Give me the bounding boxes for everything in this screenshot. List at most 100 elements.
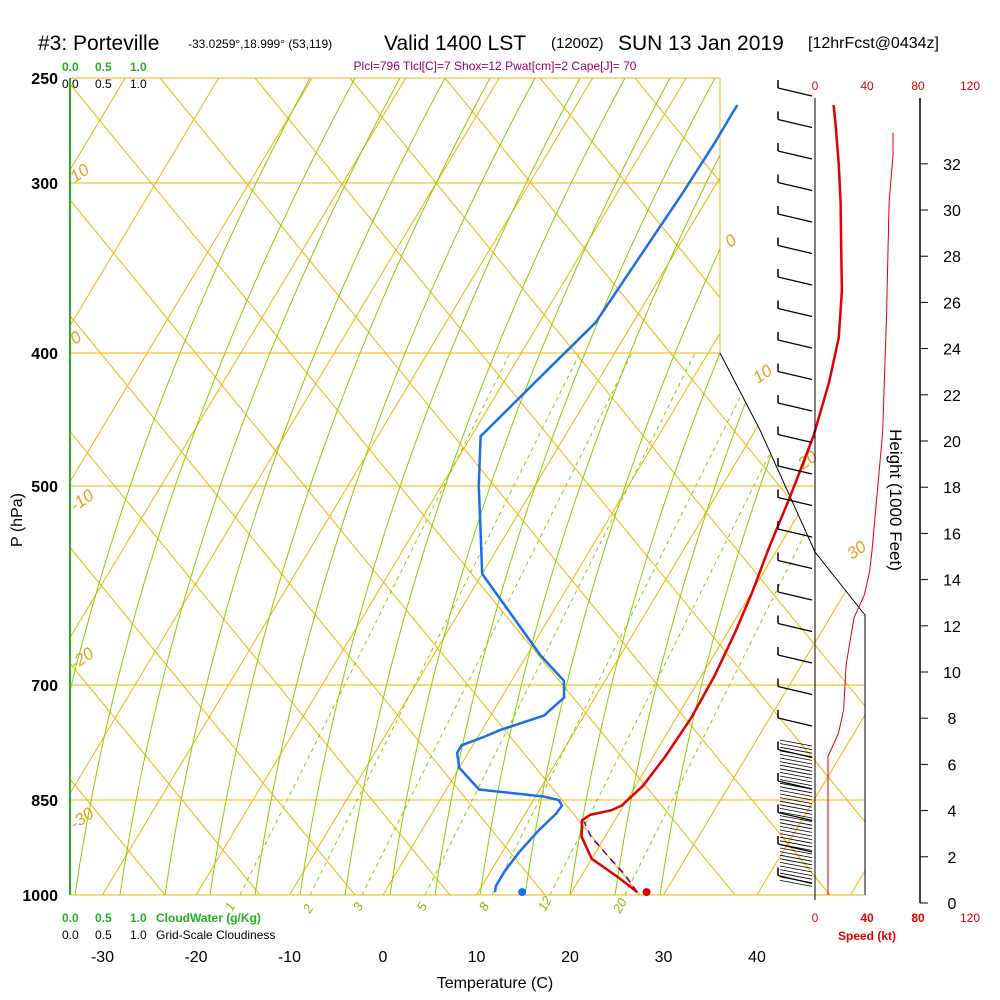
- wind-barb-low: [779, 829, 813, 837]
- wind-barb-low: [779, 754, 813, 761]
- bottom-cloudwater-tick-1: 0.5: [95, 911, 112, 925]
- height-tick-label: 22: [943, 388, 961, 405]
- wind-barb-low: [779, 746, 813, 754]
- speed-tick-top: 80: [911, 79, 925, 93]
- mixing-ratio-line: [624, 352, 865, 895]
- wind-barb-low: [779, 854, 813, 862]
- wind-barb-low: [779, 800, 813, 808]
- title-valid: Valid 1400 LST: [384, 32, 526, 55]
- wind-barb-low: [779, 804, 813, 812]
- wind-barb-low: [779, 764, 813, 772]
- mixing-ratio-line: [491, 352, 763, 895]
- bottom-cloudiness-tick-0: 0.0: [62, 928, 79, 942]
- wind-barb-low: [779, 768, 813, 776]
- isotherm-line: [70, 78, 313, 895]
- wind-barb: [777, 370, 813, 381]
- wind-barb-low: [779, 808, 813, 815]
- x-tick-label: 20: [561, 949, 579, 966]
- height-tick-label: 18: [943, 480, 961, 497]
- dry-adiabat-label: 30: [843, 537, 870, 564]
- height-tick-label: 0: [948, 896, 957, 913]
- mixing-ratio-label: 8: [476, 899, 493, 913]
- wind-barb-low: [779, 761, 813, 768]
- height-tick-label: 26: [943, 295, 961, 312]
- dry-adiabat-line: [70, 78, 261, 895]
- pressure-tick-label: 300: [31, 176, 58, 193]
- mixing-ratio-label: 2: [299, 901, 316, 916]
- wind-barb: [777, 87, 813, 97]
- wind-barb-low: [779, 743, 813, 750]
- wind-barb-low: [779, 782, 813, 790]
- wind-barb: [777, 150, 813, 160]
- wind-barb-low: [779, 858, 813, 866]
- height-tick-label: 32: [943, 157, 961, 174]
- isotherm-line: [0, 78, 32, 895]
- height-tick-label: 10: [943, 665, 961, 682]
- x-axis-label: Temperature (C): [437, 975, 553, 992]
- title-indices: Plcl=796 Tlcl[C]=7 Shox=12 Pwat[cm]=2 Ca…: [354, 59, 637, 73]
- dry-adiabat-label: -10: [66, 485, 97, 515]
- profile-temperature: [580, 104, 844, 894]
- wind-barb-low: [779, 772, 813, 779]
- y-axis-label: P (hPa): [9, 493, 26, 547]
- wind-barb: [777, 559, 813, 570]
- height-tick-label: 8: [948, 711, 957, 728]
- height-tick-label: 28: [943, 249, 961, 266]
- wind-barb-low: [779, 797, 813, 804]
- isotherm-line: [756, 78, 865, 895]
- dry-adiabat-line: [70, 78, 356, 895]
- wind-barb: [777, 339, 813, 349]
- speed-tick-bottom: 0: [812, 911, 819, 925]
- wind-barb: [777, 118, 813, 129]
- top-cloudwater-tick-1: 0.5: [95, 60, 112, 74]
- speed-tick-top: 40: [860, 79, 874, 93]
- mixing-ratio-label: 5: [414, 899, 431, 913]
- x-tick-label: -20: [184, 949, 207, 966]
- speed-tick-bottom: 80: [911, 911, 925, 925]
- wind-barb-low: [779, 865, 813, 873]
- wind-barb: [777, 433, 813, 444]
- height-tick-label: 16: [943, 526, 961, 543]
- height-axis-label: Height (1000 Feet): [886, 429, 905, 571]
- dry-adiabat-label: 10: [749, 361, 776, 388]
- wind-barb-low: [779, 833, 813, 840]
- wind-barb-low: [779, 851, 813, 858]
- wind-barb-low: [779, 876, 813, 884]
- speed-tick-top: 0: [812, 79, 819, 93]
- top-cloudwater-tick-0: 0.0: [62, 60, 79, 74]
- wind-barb: [777, 402, 813, 412]
- height-tick-label: 14: [943, 573, 961, 590]
- wind-barb: [777, 780, 813, 790]
- bottom-scales: 0.0 0.5 1.0 CloudWater (g/Kg) 0.0 0.5 1.…: [62, 911, 275, 942]
- mixing-ratio-label: 3: [350, 899, 367, 913]
- wind-barb: [777, 181, 813, 192]
- top-cloudwater-tick-2: 1.0: [130, 60, 147, 74]
- profile-dewpoint: [455, 104, 739, 893]
- wind-barb-low: [779, 750, 813, 758]
- wind-barb: [777, 276, 813, 286]
- dry-adiabat-label: -20: [66, 643, 97, 673]
- wind-barb-low: [779, 786, 813, 794]
- surface-marker-dewpoint: [518, 888, 527, 897]
- x-tick-label: 30: [655, 949, 673, 966]
- wind-barb-low: [779, 826, 813, 833]
- height-tick-label: 30: [943, 203, 961, 220]
- right-boundary: [719, 352, 866, 895]
- wind-barb-low: [779, 869, 813, 876]
- mixing-ratio-line: [424, 352, 696, 895]
- wind-barb-low: [779, 822, 813, 830]
- wind-barb-low: [779, 836, 813, 844]
- wind-barb: [777, 591, 813, 601]
- wind-barb: [777, 244, 813, 255]
- wind-barb: [777, 717, 813, 727]
- mixing-ratio-line: [361, 352, 633, 895]
- height-tick-label: 6: [948, 757, 957, 774]
- title-date: SUN 13 Jan 2019: [618, 32, 784, 55]
- isotherm-line: [850, 78, 865, 895]
- bottom-cloudiness-tick-2: 1.0: [130, 928, 147, 942]
- top-scales: 0.0 0.5 1.0 0.0 0.5 1.0: [62, 60, 147, 91]
- bottom-cloudiness-tick-1: 0.5: [95, 928, 112, 942]
- mixing-ratio-label: 20: [609, 895, 630, 917]
